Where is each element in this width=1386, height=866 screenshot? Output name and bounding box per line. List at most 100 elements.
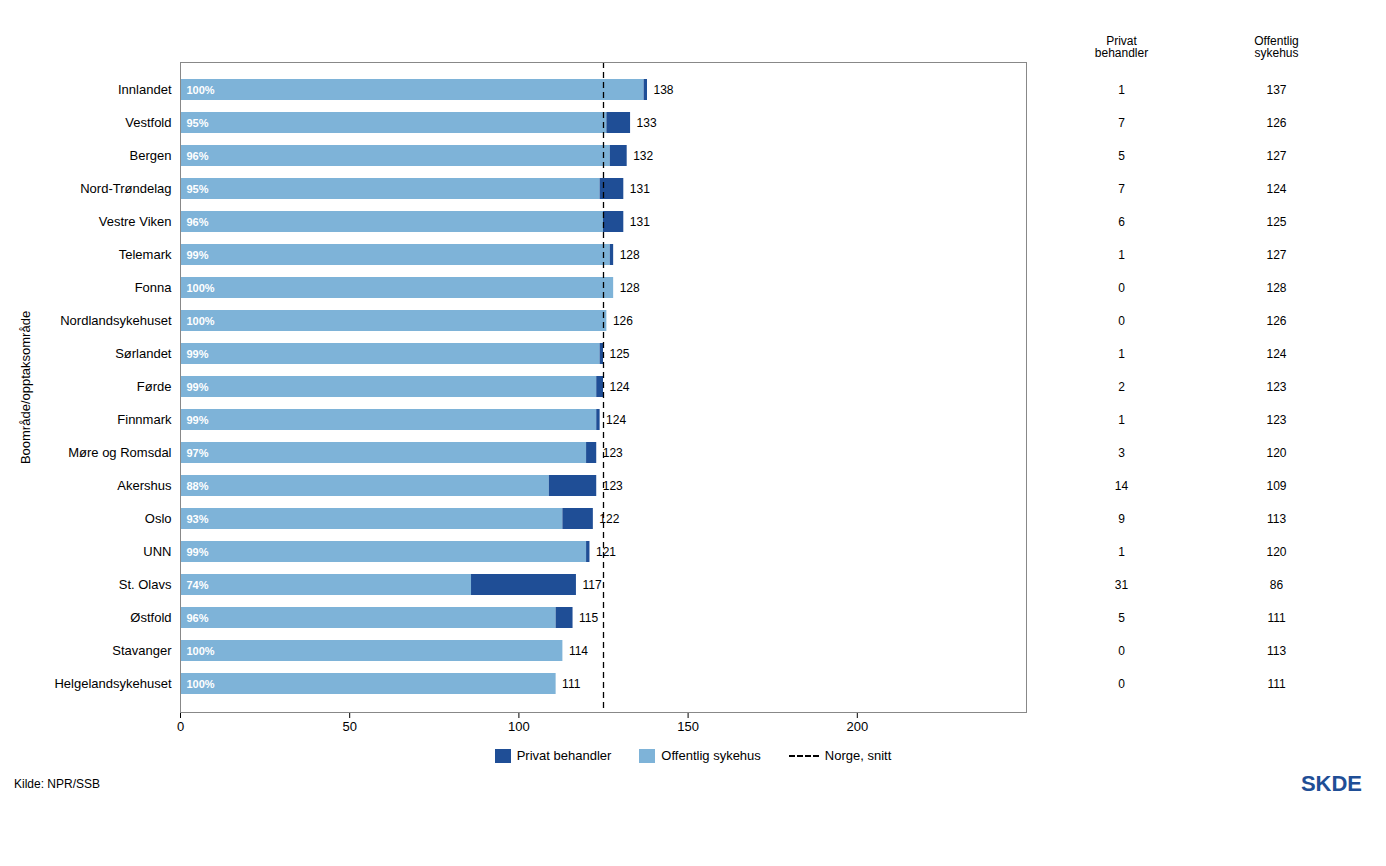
svg-text:UNN: UNN bbox=[143, 544, 171, 559]
svg-text:Finnmark: Finnmark bbox=[117, 412, 172, 427]
svg-text:120: 120 bbox=[1266, 545, 1286, 559]
svg-text:1: 1 bbox=[1118, 347, 1125, 361]
svg-text:Vestre Viken: Vestre Viken bbox=[99, 214, 172, 229]
svg-text:126: 126 bbox=[1266, 314, 1286, 328]
svg-text:127: 127 bbox=[1266, 149, 1286, 163]
svg-text:100%: 100% bbox=[187, 678, 215, 690]
svg-text:125: 125 bbox=[610, 347, 630, 361]
svg-text:99%: 99% bbox=[187, 381, 209, 393]
svg-text:123: 123 bbox=[603, 479, 623, 493]
svg-text:109: 109 bbox=[1266, 479, 1286, 493]
svg-text:124: 124 bbox=[610, 380, 630, 394]
svg-text:113: 113 bbox=[1267, 644, 1286, 658]
svg-text:0: 0 bbox=[1118, 281, 1125, 295]
svg-text:125: 125 bbox=[1266, 215, 1286, 229]
svg-text:128: 128 bbox=[620, 281, 640, 295]
svg-text:Fonna: Fonna bbox=[135, 280, 173, 295]
svg-text:127: 127 bbox=[1266, 248, 1286, 262]
svg-text:100%: 100% bbox=[187, 645, 215, 657]
svg-text:5: 5 bbox=[1118, 149, 1125, 163]
svg-text:50: 50 bbox=[342, 719, 356, 734]
svg-text:86: 86 bbox=[1270, 578, 1284, 592]
svg-text:100: 100 bbox=[508, 719, 530, 734]
svg-text:121: 121 bbox=[596, 545, 616, 559]
svg-text:99%: 99% bbox=[187, 249, 209, 261]
svg-text:123: 123 bbox=[1266, 380, 1286, 394]
svg-text:111: 111 bbox=[1267, 611, 1286, 625]
svg-text:137: 137 bbox=[1266, 83, 1286, 97]
svg-text:96%: 96% bbox=[187, 216, 209, 228]
svg-text:Boområde/opptaksområde: Boområde/opptaksområde bbox=[18, 311, 33, 464]
svg-text:99%: 99% bbox=[187, 546, 209, 558]
svg-text:117: 117 bbox=[582, 578, 601, 592]
svg-text:120: 120 bbox=[1266, 446, 1286, 460]
svg-text:100%: 100% bbox=[187, 84, 215, 96]
svg-text:99%: 99% bbox=[187, 414, 209, 426]
svg-text:115: 115 bbox=[579, 611, 598, 625]
svg-text:31: 31 bbox=[1115, 578, 1129, 592]
svg-text:Offentligsykehus: Offentligsykehus bbox=[1254, 34, 1298, 60]
svg-text:Sørlandet: Sørlandet bbox=[115, 346, 172, 361]
svg-text:Stavanger: Stavanger bbox=[112, 643, 172, 658]
svg-text:7: 7 bbox=[1118, 182, 1125, 196]
svg-text:99%: 99% bbox=[187, 348, 209, 360]
svg-text:128: 128 bbox=[620, 248, 640, 262]
svg-text:133: 133 bbox=[637, 116, 657, 130]
svg-text:122: 122 bbox=[599, 512, 619, 526]
svg-text:150: 150 bbox=[677, 719, 699, 734]
svg-text:111: 111 bbox=[1267, 677, 1286, 691]
svg-text:Oslo: Oslo bbox=[145, 511, 172, 526]
svg-text:126: 126 bbox=[613, 314, 633, 328]
svg-text:Nord-Trøndelag: Nord-Trøndelag bbox=[80, 181, 171, 196]
svg-text:3: 3 bbox=[1118, 446, 1125, 460]
svg-text:0: 0 bbox=[1118, 677, 1125, 691]
svg-text:14: 14 bbox=[1115, 479, 1129, 493]
svg-text:Møre og Romsdal: Møre og Romsdal bbox=[68, 445, 171, 460]
svg-text:96%: 96% bbox=[187, 150, 209, 162]
svg-text:131: 131 bbox=[630, 215, 650, 229]
svg-text:132: 132 bbox=[633, 149, 653, 163]
svg-text:St. Olavs: St. Olavs bbox=[119, 577, 172, 592]
svg-text:95%: 95% bbox=[187, 117, 209, 129]
svg-text:123: 123 bbox=[1266, 413, 1286, 427]
svg-text:1: 1 bbox=[1118, 83, 1125, 97]
svg-text:Innlandet: Innlandet bbox=[118, 82, 172, 97]
svg-text:5: 5 bbox=[1118, 611, 1125, 625]
svg-text:0: 0 bbox=[1118, 314, 1125, 328]
svg-text:95%: 95% bbox=[187, 183, 209, 195]
svg-text:126: 126 bbox=[1266, 116, 1286, 130]
svg-text:0: 0 bbox=[1118, 644, 1125, 658]
svg-text:6: 6 bbox=[1118, 215, 1125, 229]
svg-text:97%: 97% bbox=[187, 447, 209, 459]
svg-text:1: 1 bbox=[1118, 413, 1125, 427]
svg-text:114: 114 bbox=[569, 644, 588, 658]
svg-text:Østfold: Østfold bbox=[130, 610, 171, 625]
svg-text:100%: 100% bbox=[187, 282, 215, 294]
svg-text:1: 1 bbox=[1118, 545, 1125, 559]
svg-text:Nordlandsykehuset: Nordlandsykehuset bbox=[60, 313, 172, 328]
svg-text:200: 200 bbox=[846, 719, 868, 734]
svg-text:124: 124 bbox=[1266, 182, 1286, 196]
svg-text:Førde: Førde bbox=[137, 379, 172, 394]
svg-text:7: 7 bbox=[1118, 116, 1125, 130]
svg-text:124: 124 bbox=[606, 413, 626, 427]
svg-text:2: 2 bbox=[1118, 380, 1125, 394]
svg-text:111: 111 bbox=[562, 677, 581, 691]
svg-text:100%: 100% bbox=[187, 315, 215, 327]
svg-text:Helgelandsykehuset: Helgelandsykehuset bbox=[54, 676, 171, 691]
svg-text:96%: 96% bbox=[187, 612, 209, 624]
svg-text:Privatbehandler: Privatbehandler bbox=[1095, 34, 1148, 60]
svg-text:74%: 74% bbox=[187, 579, 209, 591]
svg-text:113: 113 bbox=[1267, 512, 1286, 526]
svg-text:88%: 88% bbox=[187, 480, 209, 492]
svg-text:128: 128 bbox=[1266, 281, 1286, 295]
svg-text:131: 131 bbox=[630, 182, 650, 196]
svg-text:1: 1 bbox=[1118, 248, 1125, 262]
svg-text:9: 9 bbox=[1118, 512, 1125, 526]
svg-text:93%: 93% bbox=[187, 513, 209, 525]
svg-text:Bergen: Bergen bbox=[130, 148, 172, 163]
svg-text:124: 124 bbox=[1266, 347, 1286, 361]
svg-text:123: 123 bbox=[603, 446, 623, 460]
svg-text:138: 138 bbox=[653, 83, 673, 97]
svg-text:Vestfold: Vestfold bbox=[125, 115, 171, 130]
